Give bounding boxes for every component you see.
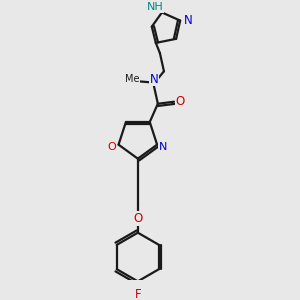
Text: O: O <box>133 212 142 225</box>
Text: O: O <box>107 142 116 152</box>
Text: F: F <box>134 288 141 300</box>
Text: N: N <box>184 14 193 27</box>
Text: N: N <box>159 142 167 152</box>
Text: NH: NH <box>146 2 163 12</box>
Text: N: N <box>149 73 158 86</box>
Text: Me: Me <box>125 74 140 84</box>
Text: O: O <box>176 95 185 108</box>
